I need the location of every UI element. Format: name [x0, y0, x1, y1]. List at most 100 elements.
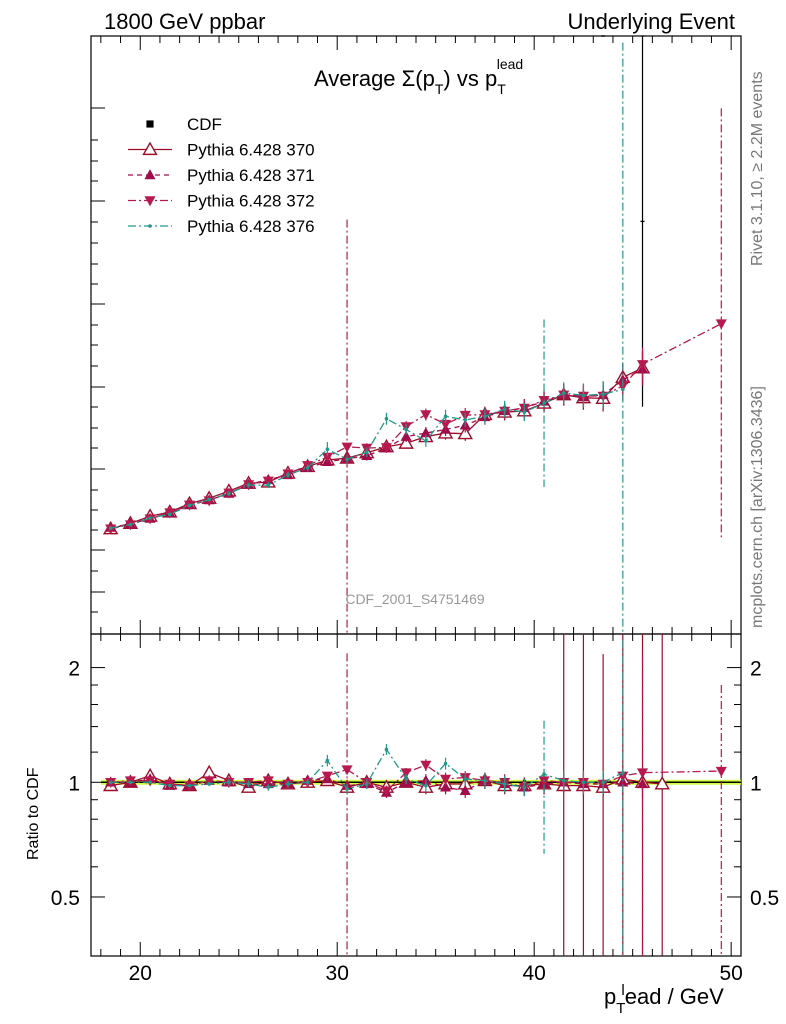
xlabel-sub: T	[616, 1000, 625, 1017]
title-sup: lead	[497, 56, 523, 72]
ratio-data	[100, 634, 741, 956]
data-point	[420, 410, 432, 421]
title-sub1: T	[435, 81, 444, 97]
ratio-ytick-label-right: 2	[750, 658, 762, 681]
data-point	[542, 401, 546, 405]
ratio-point	[380, 786, 392, 797]
data-point	[325, 447, 330, 452]
main-data	[102, 35, 727, 634]
ratio-point	[203, 776, 215, 787]
ratio-point	[542, 772, 546, 777]
xlabel-sup: l	[621, 982, 624, 999]
ratio-point	[266, 785, 271, 790]
data-point	[108, 526, 113, 530]
x-tick-label: 30	[326, 962, 349, 985]
data-point	[203, 496, 215, 507]
ratio-point	[400, 768, 412, 779]
data-point	[636, 360, 649, 371]
legend-label: Pythia 6.428 376	[187, 217, 315, 236]
data-point	[207, 497, 211, 502]
ratio-frame	[90, 633, 742, 957]
x-tick-label: 40	[523, 962, 546, 985]
data-point	[420, 427, 432, 438]
data-point	[617, 381, 629, 392]
ratio-series-pythia-6-428-376	[108, 640, 625, 956]
data-point	[128, 522, 133, 527]
data-point	[286, 473, 290, 477]
data-point	[305, 465, 310, 470]
data-point	[404, 427, 408, 432]
ratio-point	[286, 782, 290, 786]
data-point	[424, 439, 428, 443]
data-point	[187, 503, 192, 508]
ratio-point	[440, 774, 452, 785]
data-point	[148, 516, 152, 520]
legend-label: CDF	[187, 115, 222, 134]
watermark: CDF_2001_S4751469	[345, 591, 485, 607]
data-point	[483, 414, 487, 419]
x-tick-label: 50	[719, 962, 742, 985]
ratio-point	[341, 765, 353, 776]
ratio-point	[502, 782, 507, 786]
ratio-point	[581, 780, 586, 785]
series-line	[110, 323, 722, 530]
data-point	[341, 442, 353, 453]
data-point	[443, 414, 448, 419]
ratio-point	[601, 780, 605, 785]
legend-marker	[144, 196, 156, 207]
ratio-point	[424, 783, 428, 788]
ratio-panel: 20 30 40 50 0.5 0.5 1 1 2 2 Ratio to CDF	[25, 633, 779, 985]
xlabel-rest: ead / GeV	[625, 984, 724, 1009]
xlabel-p: p	[604, 984, 616, 1009]
ratio-point	[463, 777, 468, 781]
data-point	[227, 491, 231, 496]
data-point	[364, 450, 369, 455]
ratio-point	[148, 780, 152, 785]
data-point	[167, 512, 172, 517]
header-right: Underlying Event	[567, 9, 735, 34]
ratio-point	[227, 780, 231, 785]
ratio-point	[167, 783, 172, 788]
legend-marker	[144, 169, 156, 180]
ratio-point	[187, 783, 192, 788]
ratio-point	[654, 776, 670, 790]
legend-item: Pythia 6.428 376	[128, 217, 315, 236]
ratio-series-pythia-6-428-372	[105, 653, 727, 956]
ratio-point	[321, 771, 333, 782]
ratio-ytick-label-right: 0.5	[750, 887, 779, 910]
ratio-point	[459, 784, 471, 795]
ratio-point	[636, 768, 649, 779]
data-point	[502, 407, 507, 411]
data-point	[321, 452, 333, 463]
ratio-point	[621, 770, 625, 775]
main-panel: Average Σ(pT) vs pTlead CDF_2001_S475146…	[90, 35, 742, 635]
data-point	[345, 457, 349, 462]
legend-item: Pythia 6.428 371	[128, 166, 315, 185]
legend-marker	[142, 141, 158, 156]
data-point	[384, 416, 389, 421]
data-point	[522, 410, 527, 414]
ratio-line	[110, 778, 643, 794]
series-pythia-6-428-376	[108, 42, 625, 634]
legend-label: Pythia 6.428 370	[187, 141, 315, 160]
data-point	[715, 319, 727, 330]
data-point	[262, 476, 274, 487]
ratio-point	[561, 778, 566, 783]
legend: CDF Pythia 6.428 370 Pythia 6.428 371 Pythi…	[128, 115, 315, 236]
legend-item: CDF	[146, 115, 222, 134]
data-point	[561, 391, 566, 395]
ratio-point	[108, 780, 113, 785]
ratio-ytick-label: 1	[68, 772, 80, 795]
ratio-point	[404, 777, 408, 781]
ratio-ytick-label: 2	[68, 658, 80, 681]
legend-label: Pythia 6.428 371	[187, 166, 315, 185]
data-point	[440, 419, 452, 430]
main-ticks	[91, 36, 732, 634]
ratio-point	[522, 785, 527, 790]
side-site: mcplots.cern.ch [arXiv:1306.3436]	[749, 386, 766, 628]
ratio-point	[305, 780, 310, 785]
ratio-ytick-label: 0.5	[51, 887, 80, 910]
data-point	[463, 418, 468, 422]
series-cdf	[601, 35, 645, 407]
